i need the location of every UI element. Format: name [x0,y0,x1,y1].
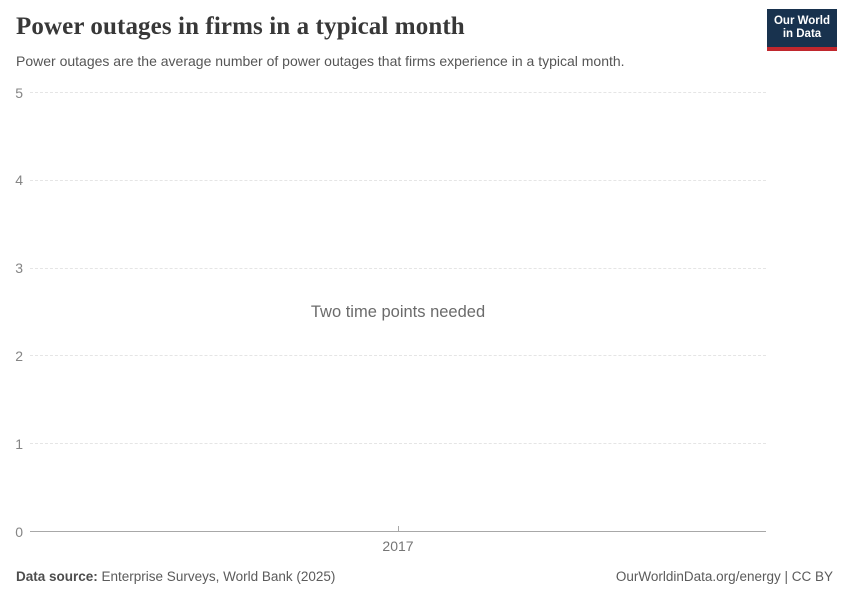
gridline [30,355,766,357]
y-tick-label: 4 [15,172,23,189]
y-tick-label: 0 [15,523,23,540]
owid-logo-line1: Our World [773,15,830,27]
x-tick-label: 2017 [382,538,414,554]
attribution-link[interactable]: OurWorldinData.org/energy | CC BY [615,569,833,584]
data-source-label: Data source: [16,569,98,584]
y-tick-label: 1 [15,435,23,452]
owid-logo-line2: in Data [782,28,822,40]
gridline [30,443,766,445]
gridline [30,179,766,181]
chart-title: Power outages in firms in a typical mont… [16,13,465,40]
gridline [30,267,766,269]
data-source-value: Enterprise Surveys, World Bank (2025) [97,569,336,584]
empty-chart-message: Two time points needed [310,303,486,321]
x-tick-mark [398,526,399,531]
data-source-note: Data source: Enterprise Surveys, World B… [16,569,335,584]
gridline [30,92,766,93]
y-tick-label: 3 [15,260,23,277]
chart-footer: Data source: Enterprise Surveys, World B… [16,569,833,584]
chart-subtitle: Power outages are the average number of … [16,53,625,69]
owid-logo[interactable]: Our World in Data [767,9,837,51]
y-tick-label: 2 [15,347,23,364]
x-axis-line [30,531,766,532]
y-tick-label: 5 [15,84,23,101]
